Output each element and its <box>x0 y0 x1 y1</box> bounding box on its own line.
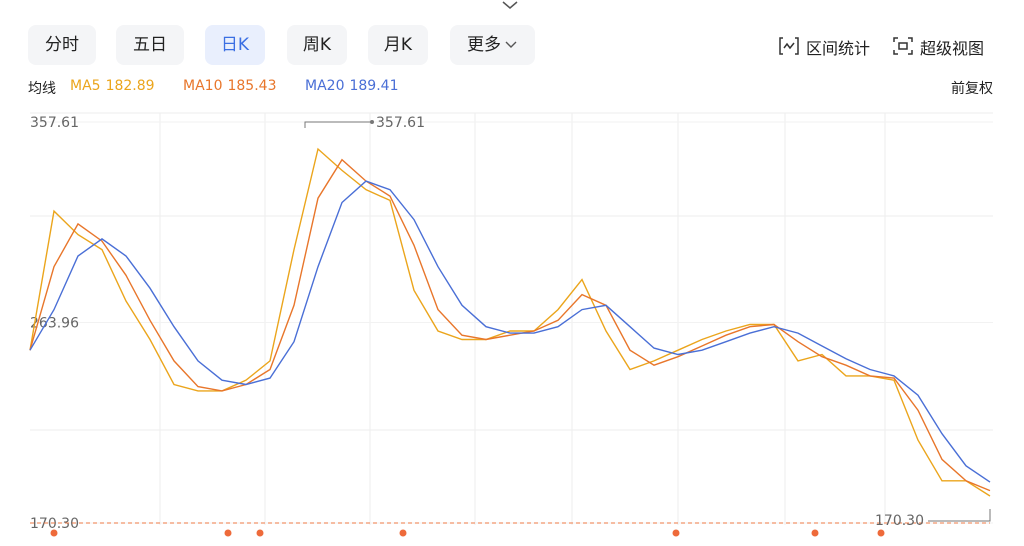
max-dot <box>370 120 374 124</box>
legend-value: 185.43 <box>227 78 277 94</box>
max-label: 357.61 <box>376 115 425 131</box>
chevron <box>505 41 517 48</box>
range-icon <box>779 37 799 55</box>
chart: 357.61 263.96 170.30 357.61 170.30 <box>29 112 993 537</box>
legend-item: MA5 182.89 <box>70 78 155 94</box>
ma-line <box>29 180 991 483</box>
y-tick-label: 263.96 <box>30 315 79 331</box>
tab-label: 更多 <box>467 35 501 55</box>
min-label: 170.30 <box>875 513 924 529</box>
min-marker <box>928 509 991 522</box>
event-dots <box>50 529 885 537</box>
legend-name: MA5 <box>70 78 101 94</box>
max-marker <box>304 121 372 128</box>
tab[interactable]: 月K <box>368 25 428 65</box>
legend-item: MA10 185.43 <box>183 78 276 94</box>
legend-value: 189.41 <box>349 78 399 94</box>
ma-label: 均线 <box>28 81 56 97</box>
tool-button[interactable]: 区间统计 <box>806 39 871 58</box>
tool-button[interactable]: 超级视图 <box>920 39 985 58</box>
tab[interactable]: 分时 <box>28 25 96 65</box>
view-icon <box>893 37 913 55</box>
tab[interactable]: 五日 <box>116 25 184 65</box>
ma-line <box>29 158 991 492</box>
legend-value: 182.89 <box>105 78 155 94</box>
collapse-icon[interactable] <box>500 0 520 12</box>
adjust-label[interactable]: 前复权 <box>951 81 993 97</box>
ma-line <box>29 147 991 497</box>
layout-grid <box>30 112 993 525</box>
legend-name: MA20 <box>305 78 345 94</box>
y-tick-label: 170.30 <box>30 516 79 532</box>
y-tick-label: 357.61 <box>30 115 79 131</box>
legend-item: MA20 189.41 <box>305 78 398 94</box>
tab-more[interactable]: 更多 <box>450 25 535 65</box>
legend-name: MA10 <box>183 78 223 94</box>
tab-active[interactable]: 日K <box>205 25 265 65</box>
tab[interactable]: 周K <box>287 25 347 65</box>
